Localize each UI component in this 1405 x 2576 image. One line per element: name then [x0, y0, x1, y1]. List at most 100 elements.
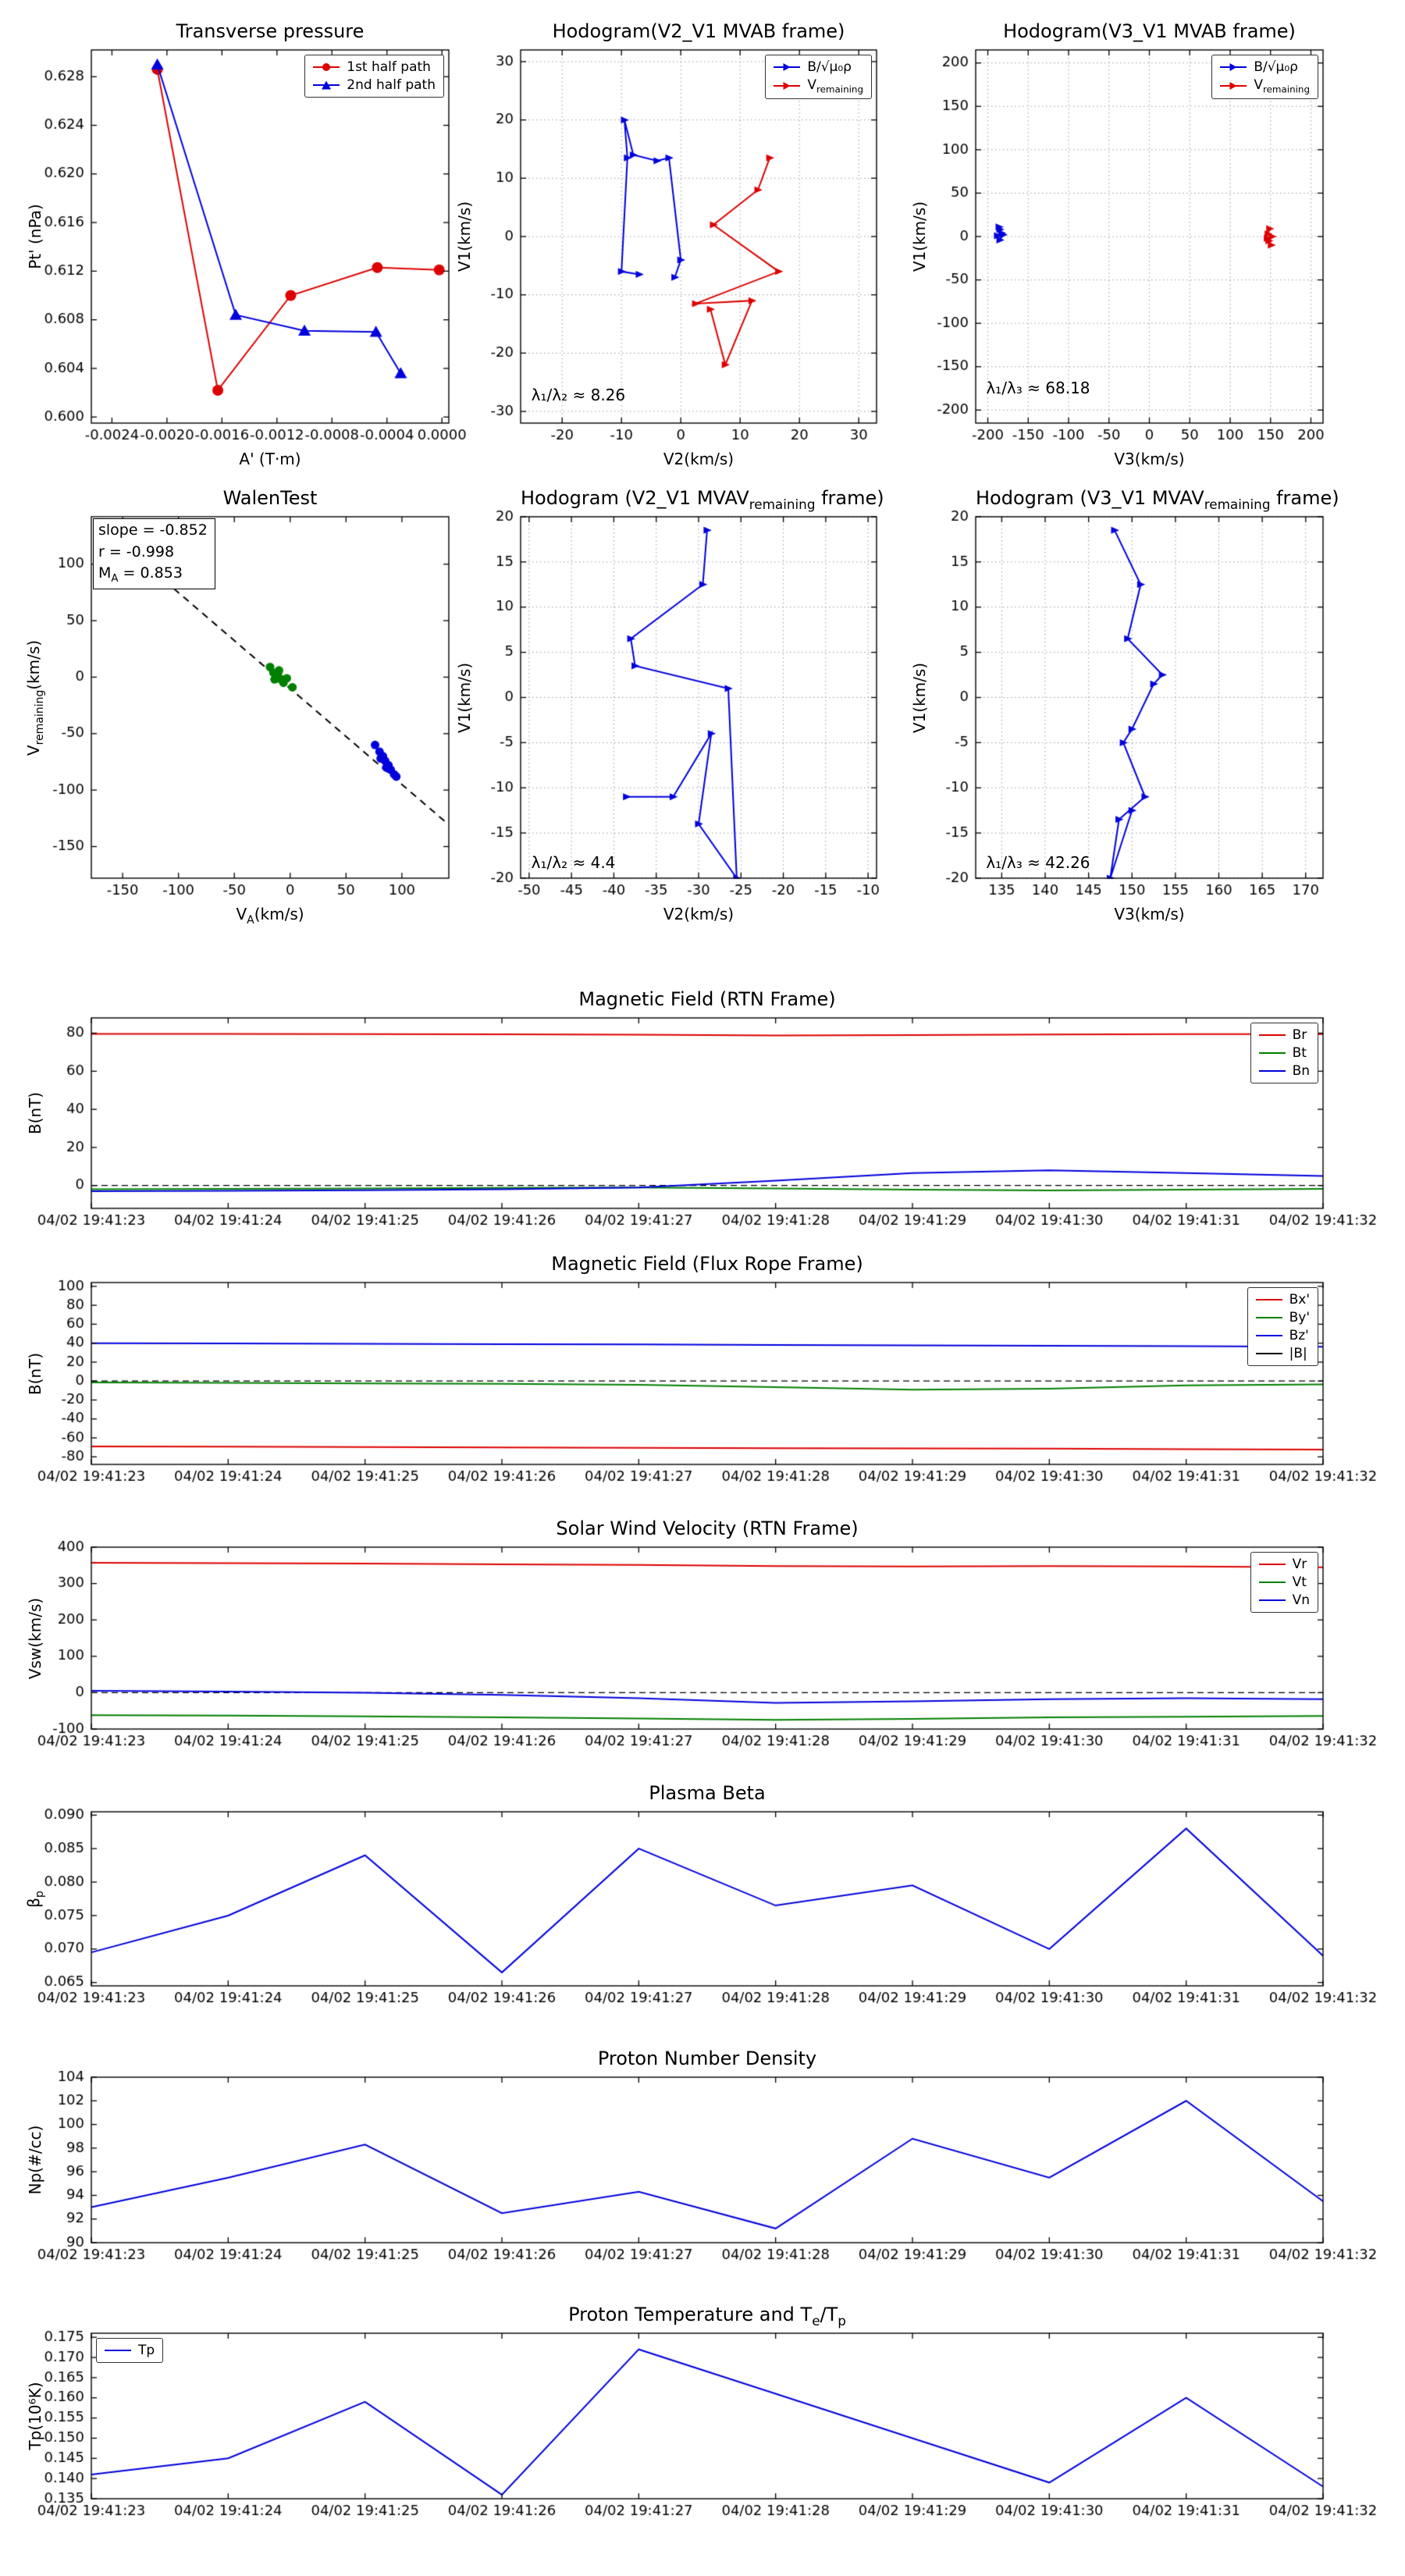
- chart-transverse-pressure: Transverse pressure Pt' (nPa) A' (T·m) 1…: [16, 14, 468, 479]
- x-axis-label: VA(km/s): [236, 905, 304, 927]
- x-axis-label: V3(km/s): [1114, 905, 1185, 923]
- legend: B/√μ₀ρ Vremaining: [1211, 55, 1318, 100]
- legend-label: Br: [1292, 1027, 1307, 1043]
- chart-title: Magnetic Field (RTN Frame): [578, 988, 836, 1010]
- legend-entry: 2nd half path: [313, 77, 436, 93]
- legend-line-swatch: [1220, 80, 1247, 92]
- tri-right-marker-icon: [1229, 82, 1237, 91]
- proton-density-plot: [16, 2014, 1389, 2272]
- legend: B/√μ₀ρ Vremaining: [765, 55, 872, 100]
- legend-label: By': [1289, 1310, 1310, 1325]
- legend-entry: Vn: [1258, 1592, 1310, 1608]
- legend-line-swatch: [1255, 1293, 1282, 1306]
- triangle-marker-icon: [322, 80, 332, 90]
- y-axis-label: Vremaining(km/s): [24, 639, 46, 756]
- legend-label: 2nd half path: [347, 77, 436, 93]
- eigenvalue-ratio-annotation: λ₁/λ₂ ≈ 8.26: [531, 386, 626, 405]
- chart-title: Hodogram (V2_V1 MVAVremaining frame): [521, 487, 884, 512]
- legend-entry: Vr: [1258, 1557, 1310, 1572]
- chart-plasma-beta: Plasma Beta βp: [16, 1756, 1389, 2014]
- correlation-value: r = -0.998: [98, 543, 175, 560]
- legend: Vr Vt Vn: [1250, 1552, 1318, 1613]
- legend-line-swatch: [1258, 1576, 1286, 1589]
- y-axis-label: βp: [24, 1890, 46, 1908]
- chart-title: Proton Number Density: [597, 2048, 817, 2069]
- legend-label: Vn: [1292, 1592, 1310, 1608]
- legend: Bx' By' Bz' |B|: [1247, 1287, 1318, 1366]
- chart-magnetic-field-rtn: Magnetic Field (RTN Frame) B(nT) Br Bt Bn: [16, 972, 1389, 1241]
- alfven-mach-value: MA = 0.853: [98, 564, 183, 585]
- legend-line-swatch: [774, 80, 801, 92]
- legend-label: Vremaining: [807, 77, 863, 95]
- slope-value: slope = -0.852: [98, 521, 208, 539]
- legend-entry: By': [1255, 1310, 1310, 1325]
- legend-line-swatch: [1258, 1065, 1286, 1077]
- tri-right-marker-icon: [783, 82, 791, 91]
- legend: 1st half path 2nd half path: [304, 55, 444, 98]
- legend-entry: Vremaining: [1220, 77, 1310, 94]
- magnetic-field-rtn-plot: [16, 972, 1389, 1241]
- legend-line-swatch: [1255, 1329, 1282, 1342]
- legend-label: |B|: [1289, 1346, 1307, 1361]
- chart-title: WalenTest: [222, 487, 318, 509]
- chart-hodogram-v3v1-mvav: Hodogram (V3_V1 MVAVremaining frame) V1(…: [910, 479, 1374, 945]
- chart-title: Plasma Beta: [649, 1782, 766, 1804]
- y-axis-label: V1(km/s): [910, 201, 929, 272]
- x-axis-label: A' (T·m): [239, 450, 301, 468]
- y-axis-label: V1(km/s): [910, 662, 929, 733]
- y-axis-label: Np(#/cc): [26, 2125, 44, 2195]
- x-axis-label: V2(km/s): [663, 450, 735, 468]
- legend-line-swatch: [1258, 1029, 1286, 1041]
- legend-entry: Vt: [1258, 1574, 1310, 1590]
- chart-title: Magnetic Field (Flux Rope Frame): [551, 1253, 863, 1275]
- legend-line-swatch: [1258, 1047, 1286, 1059]
- y-axis-label: Pt' (nPa): [26, 204, 44, 269]
- walen-fit-stats: slope = -0.852 r = -0.998 MA = 0.853: [93, 518, 215, 590]
- legend-line-swatch: [1258, 1594, 1286, 1606]
- legend-label: Vt: [1292, 1574, 1307, 1590]
- chart-hodogram-v3v1-mvab: Hodogram(V3_V1 MVAB frame) V1(km/s) V3(k…: [910, 14, 1374, 479]
- y-axis-label: V1(km/s): [455, 201, 474, 272]
- legend-label: 1st half path: [347, 59, 431, 75]
- walen-test-plot: [16, 479, 468, 945]
- y-axis-label: Vsw(km/s): [26, 1597, 44, 1679]
- legend-entry: 1st half path: [313, 59, 436, 75]
- legend-label: B/√μ₀ρ: [1254, 59, 1298, 75]
- chart-title: Hodogram(V2_V1 MVAB frame): [552, 20, 845, 42]
- magnetic-field-flux-rope-plot: [16, 1241, 1389, 1495]
- legend-line-swatch: [313, 79, 340, 91]
- eigenvalue-ratio-annotation: λ₁/λ₃ ≈ 68.18: [986, 378, 1090, 397]
- x-axis-label: V2(km/s): [663, 905, 735, 923]
- legend-line-swatch: [1220, 61, 1247, 73]
- legend-entry: Br: [1258, 1027, 1310, 1043]
- eigenvalue-ratio-annotation: λ₁/λ₂ ≈ 4.4: [531, 852, 616, 872]
- chart-magnetic-field-flux-rope: Magnetic Field (Flux Rope Frame) B(nT) B…: [16, 1241, 1389, 1495]
- tri-right-marker-icon: [783, 63, 791, 71]
- hodogram-v3v1-mvav-plot: [921, 479, 1374, 945]
- legend-entry: Bn: [1258, 1063, 1310, 1079]
- legend-label: Tp: [138, 2343, 155, 2358]
- legend-line-swatch: [774, 61, 801, 73]
- chart-title: Proton Temperature and Te/Tp: [568, 2304, 846, 2329]
- chart-title: Solar Wind Velocity (RTN Frame): [556, 1517, 859, 1539]
- chart-proton-temperature: Proton Temperature and Te/Tp Tp(10⁶K) Tp: [16, 2272, 1389, 2533]
- legend-label: B/√μ₀ρ: [807, 59, 852, 75]
- chart-title: Hodogram (V3_V1 MVAVremaining frame): [976, 487, 1339, 512]
- circle-marker-icon: [322, 63, 331, 71]
- legend: Tp: [96, 2338, 164, 2363]
- legend-label: Bx': [1289, 1292, 1310, 1308]
- chart-title: Transverse pressure: [176, 20, 365, 42]
- legend-label: Vremaining: [1254, 77, 1310, 95]
- legend-label: Bt: [1292, 1045, 1307, 1061]
- legend-entry: Bz': [1255, 1328, 1310, 1343]
- eigenvalue-ratio-annotation: λ₁/λ₃ ≈ 42.26: [986, 852, 1090, 872]
- legend-line-swatch: [1255, 1347, 1282, 1360]
- proton-temperature-plot: [16, 2272, 1389, 2533]
- legend-line-swatch: [1258, 1558, 1286, 1571]
- chart-title: Hodogram(V3_V1 MVAB frame): [1003, 20, 1296, 42]
- legend-label: Bz': [1289, 1328, 1309, 1343]
- legend-entry: Tp: [105, 2343, 155, 2358]
- y-axis-label: B(nT): [26, 1352, 44, 1395]
- legend-line-swatch: [313, 61, 340, 73]
- legend-label: Bn: [1292, 1063, 1310, 1079]
